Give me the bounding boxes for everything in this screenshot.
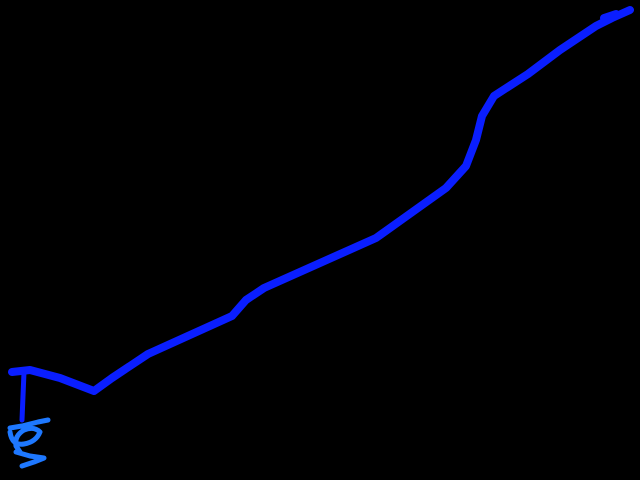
end-tick-stroke	[600, 10, 620, 22]
main-stroke	[8, 6, 634, 395]
scribble-stroke	[7, 417, 51, 469]
drop-stroke	[19, 369, 27, 423]
